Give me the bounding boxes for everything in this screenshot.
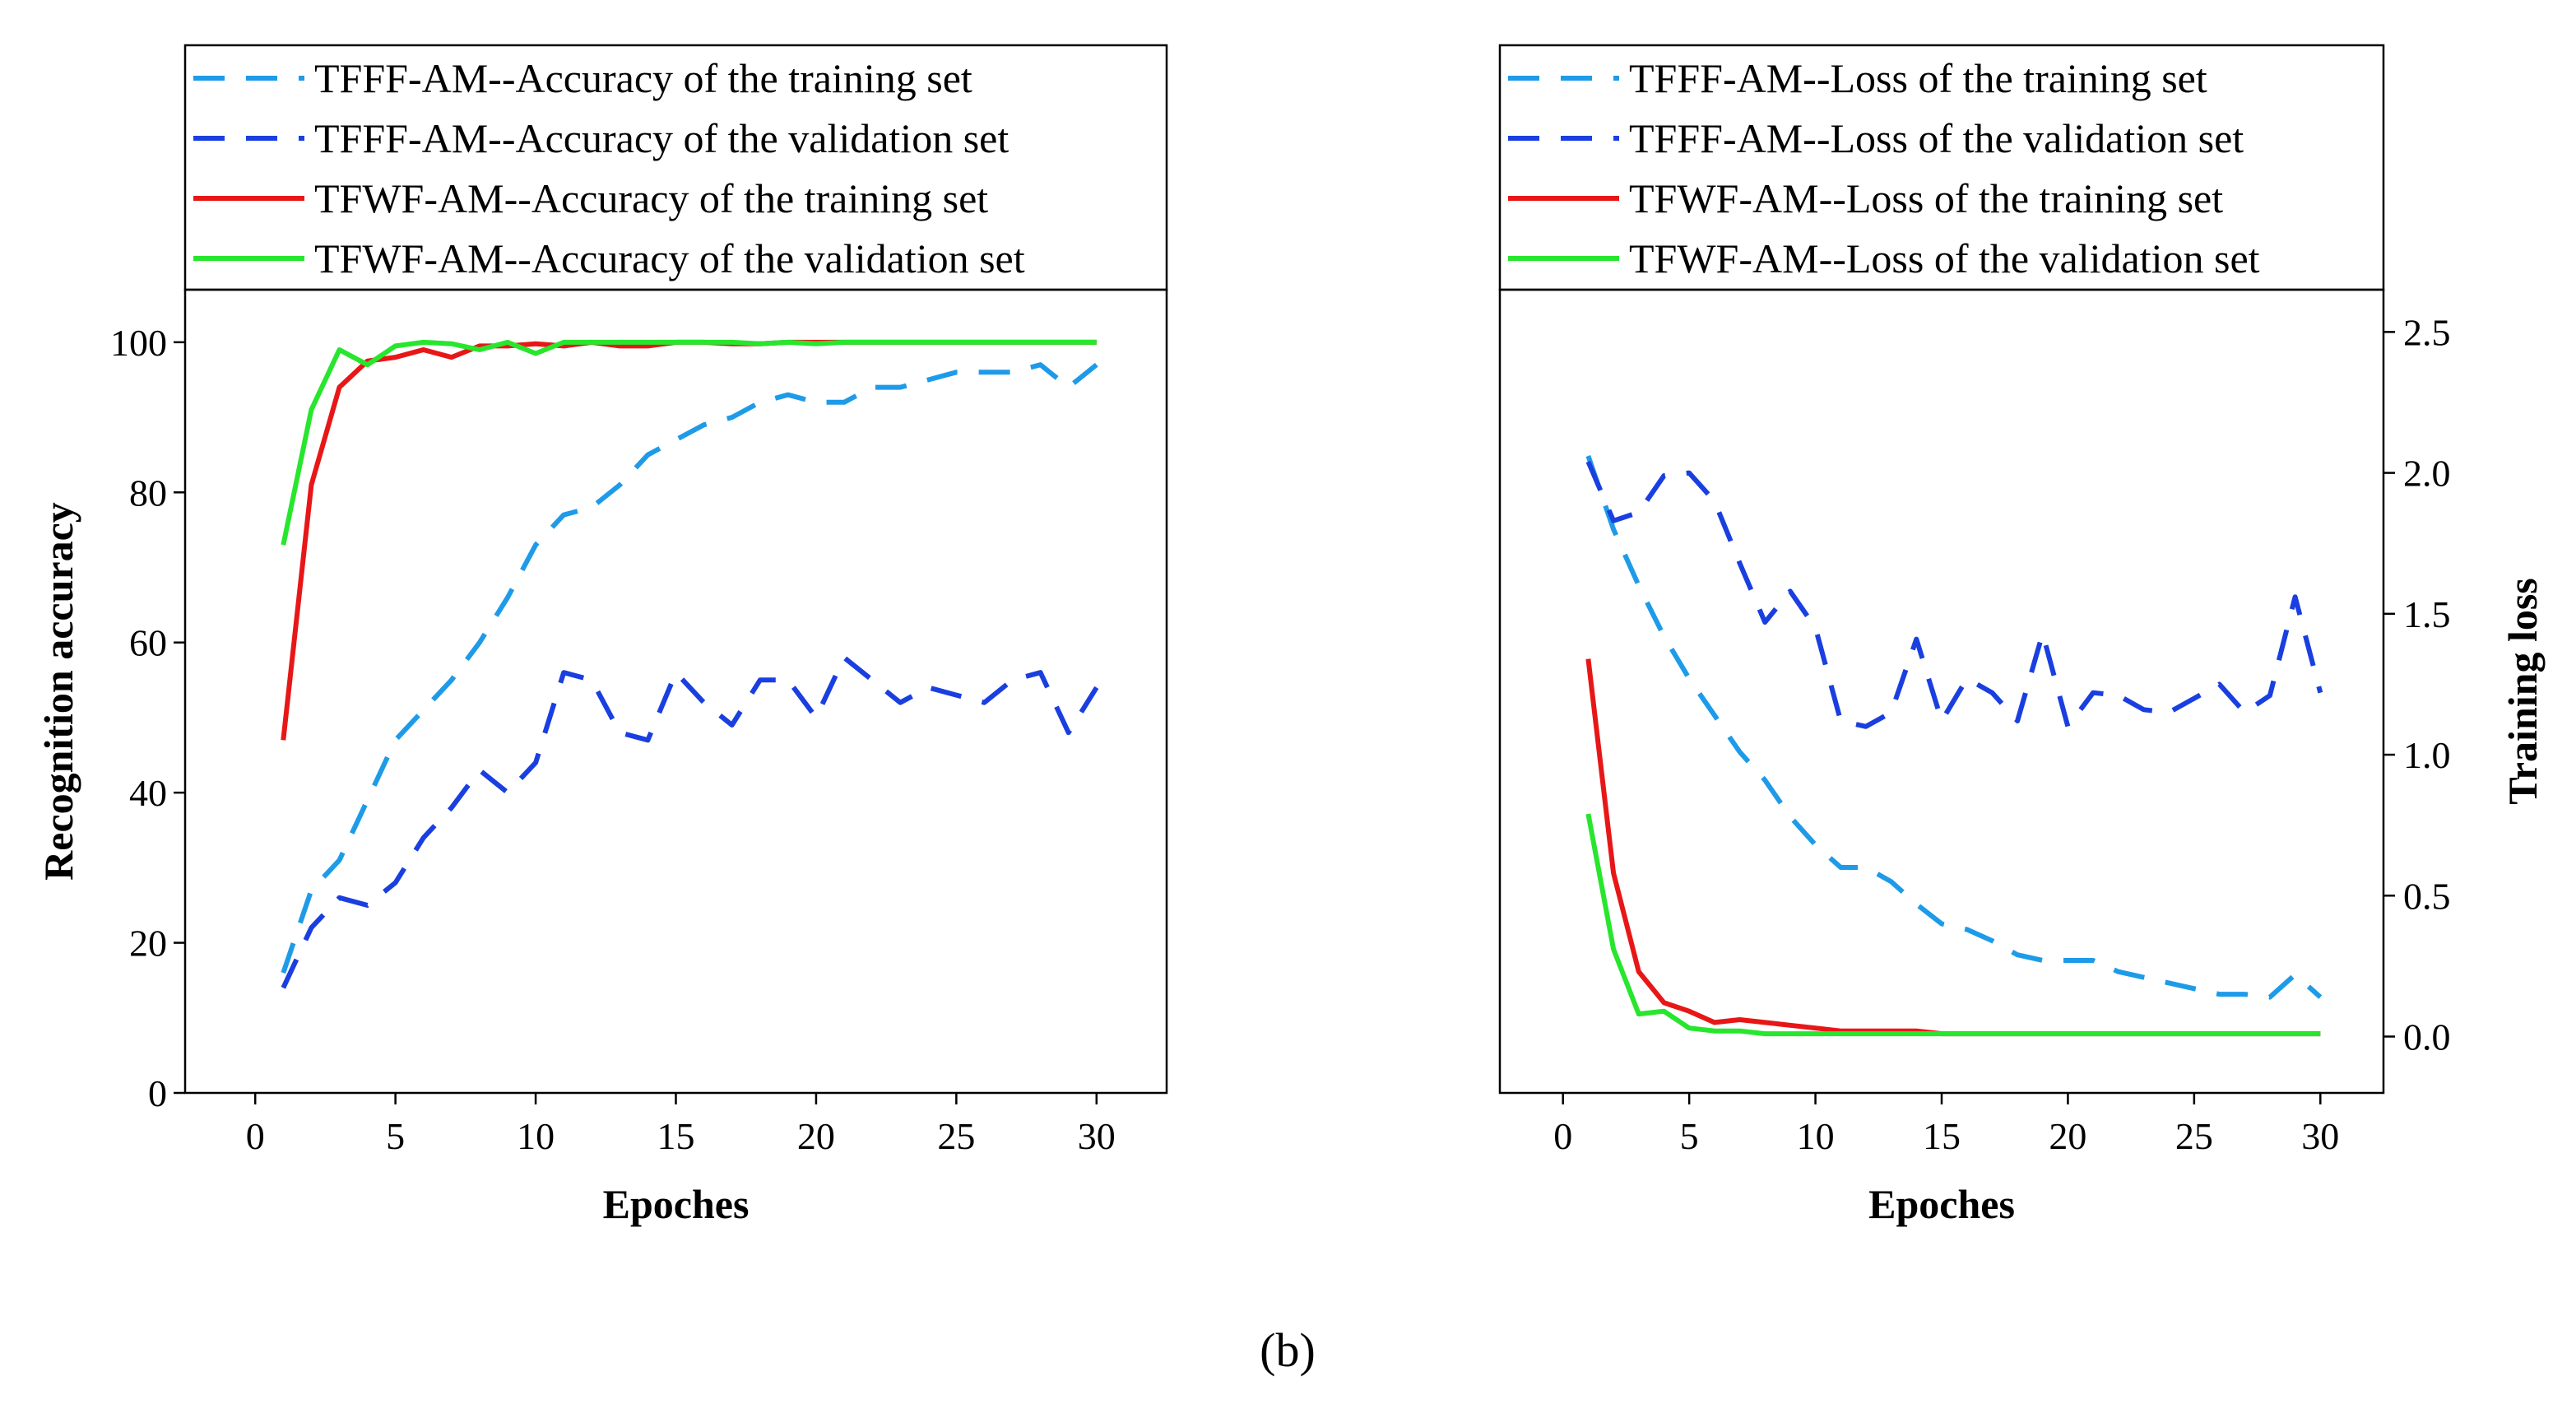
series-line-3 [1585, 658, 2321, 1037]
series-line-1 [1585, 455, 2323, 1000]
y-tick-label: 0.0 [2403, 1016, 2451, 1058]
x-tick-label: 30 [1078, 1115, 1116, 1157]
loss-panel: TFFF-AM--Loss of the training set TFFF-AM… [1498, 44, 2546, 1227]
legend-label-2: TFFF-AM--Accuracy of the validation set [314, 115, 1009, 161]
x-axis-title: Epoches [1868, 1181, 2015, 1227]
figure-caption: (b) [1260, 1323, 1316, 1377]
series-line-2 [1585, 460, 2323, 729]
accuracy-panel: TFFF-AM--Accuracy of the training set TFF… [35, 44, 1168, 1227]
legend-label-4: TFWF-AM--Accuracy of the validation set [314, 235, 1025, 281]
y-tick-label: 2.0 [2403, 453, 2451, 495]
series-line-1 [281, 362, 1098, 974]
series-line-4 [281, 339, 1097, 546]
y-tick-label: 0.5 [2403, 875, 2451, 917]
legend-label-1: TFFF-AM--Loss of the training set [1629, 55, 2207, 101]
y-tick-label: 40 [129, 772, 167, 814]
x-tick-label: 30 [2301, 1115, 2339, 1157]
legend-label-1: TFFF-AM--Accuracy of the training set [314, 55, 972, 101]
y-axis-title: Recognition accuracy [35, 502, 81, 881]
y-tick-label: 2.5 [2403, 311, 2451, 353]
y-tick-label: 80 [129, 472, 167, 514]
y-tick-label: 1.5 [2403, 593, 2451, 635]
x-tick-label: 0 [1553, 1115, 1572, 1157]
series-line-3 [281, 339, 1097, 741]
x-axis-title: Epoches [603, 1181, 750, 1227]
y-tick-label: 100 [110, 322, 167, 364]
series-line-2 [281, 655, 1099, 989]
y-tick-label: 20 [129, 923, 167, 965]
y-tick-label: 60 [129, 622, 167, 664]
x-tick-label: 5 [1680, 1115, 1699, 1157]
y-tick-label: 1.0 [2403, 734, 2451, 776]
legend-label-3: TFWF-AM--Accuracy of the training set [314, 175, 988, 221]
x-tick-label: 20 [797, 1115, 835, 1157]
legend-label-4: TFWF-AM--Loss of the validation set [1629, 235, 2260, 281]
legend-label-2: TFFF-AM--Loss of the validation set [1629, 115, 2244, 161]
x-tick-label: 25 [937, 1115, 975, 1157]
x-tick-label: 10 [1797, 1115, 1835, 1157]
x-tick-label: 0 [246, 1115, 265, 1157]
x-tick-label: 10 [517, 1115, 555, 1157]
legend-label-3: TFWF-AM--Loss of the training set [1629, 175, 2223, 221]
y-axis-title: Training loss [2499, 578, 2546, 805]
plot-frame [1498, 288, 2385, 1095]
x-tick-label: 25 [2175, 1115, 2213, 1157]
x-tick-label: 15 [1923, 1115, 1961, 1157]
y-tick-label: 0 [148, 1072, 167, 1114]
legend-box [183, 44, 1168, 291]
x-tick-label: 5 [386, 1115, 405, 1157]
series-line-4 [1585, 813, 2321, 1037]
x-tick-label: 20 [2049, 1115, 2086, 1157]
x-tick-label: 15 [657, 1115, 695, 1157]
